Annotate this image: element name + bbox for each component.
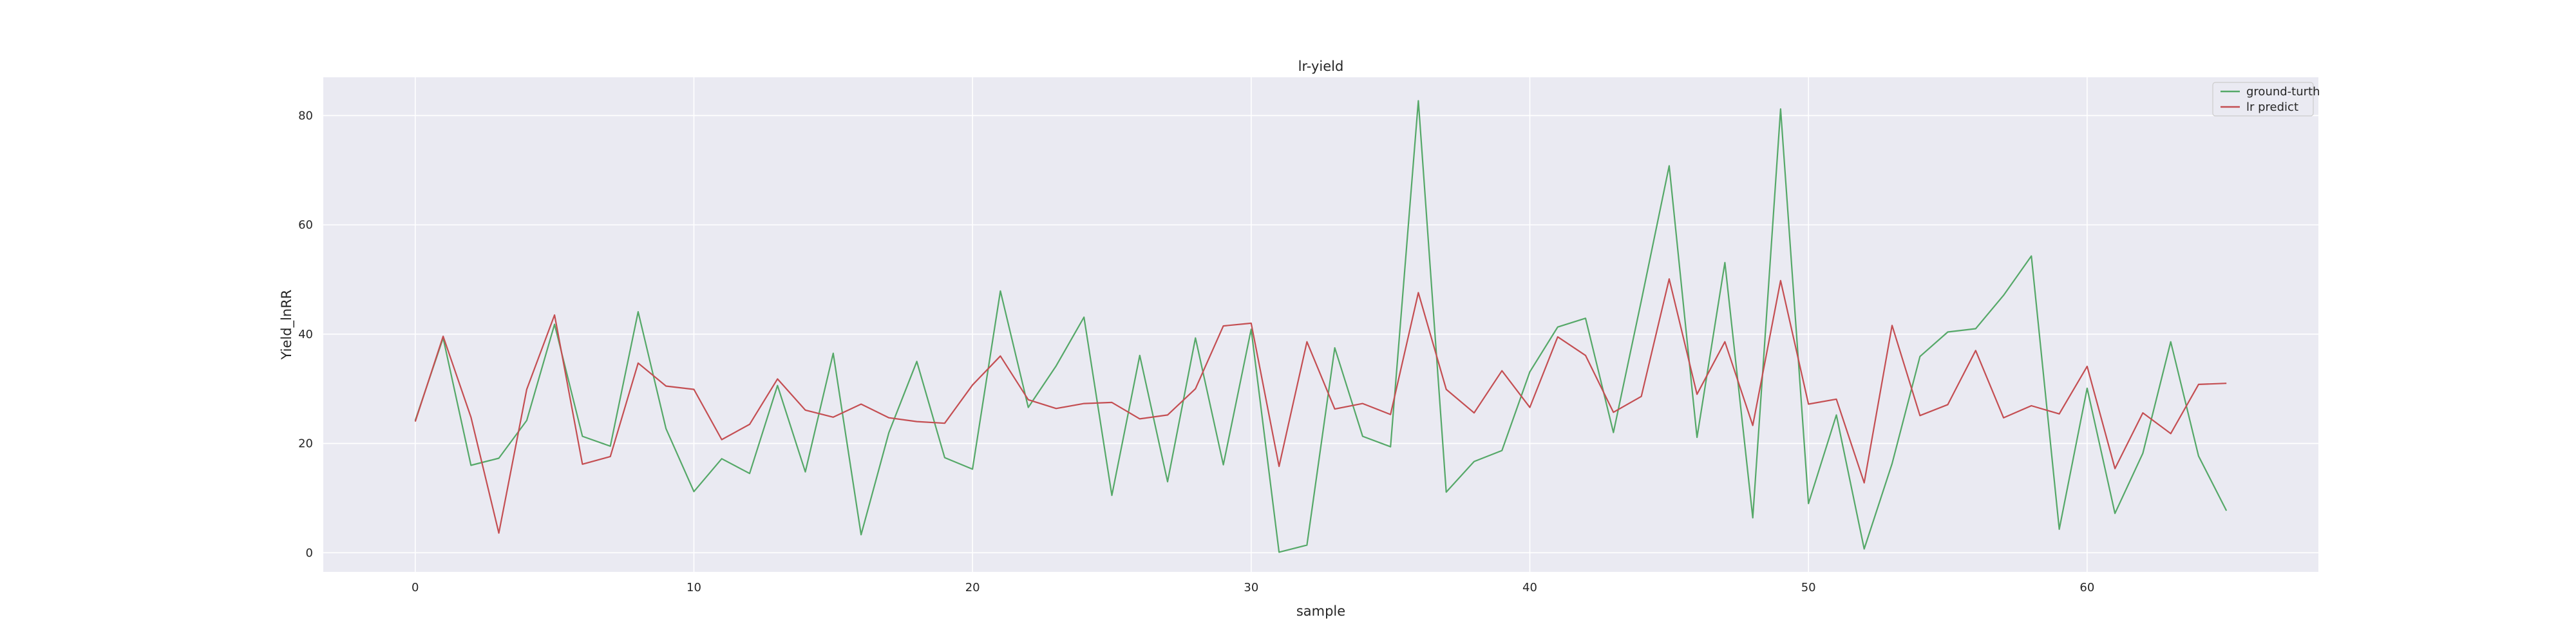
y-tick-label: 80 [298, 109, 313, 122]
y-axis-label: Yield_lnRR [279, 290, 295, 361]
plot-area [323, 77, 2318, 572]
legend-label: lr predict [2246, 100, 2298, 114]
y-tick-label: 0 [306, 546, 313, 560]
x-tick-label: 10 [687, 581, 701, 594]
x-tick-label: 50 [1801, 581, 1816, 594]
x-tick-label: 0 [412, 581, 419, 594]
x-tick-label: 20 [965, 581, 980, 594]
x-axis-ticks: 0 10 20 30 40 50 60 [412, 581, 2094, 594]
x-axis-label: sample [1296, 603, 1345, 619]
series-line-ground-turth [414, 100, 2228, 553]
chart-title: lr-yield [1298, 59, 1344, 74]
x-tick-label: 60 [2079, 581, 2094, 594]
x-tick-label: 40 [1522, 581, 1537, 594]
series-line-lr-predict [414, 278, 2227, 534]
series-layer [414, 100, 2228, 553]
y-axis-ticks: 0 20 40 60 80 [298, 109, 313, 560]
y-tick-label: 20 [298, 437, 313, 451]
grid-lines [323, 77, 2318, 572]
y-tick-label: 60 [298, 218, 313, 232]
legend-label: ground-turth [2246, 85, 2320, 99]
y-tick-label: 40 [298, 328, 313, 341]
x-tick-label: 30 [1244, 581, 1258, 594]
